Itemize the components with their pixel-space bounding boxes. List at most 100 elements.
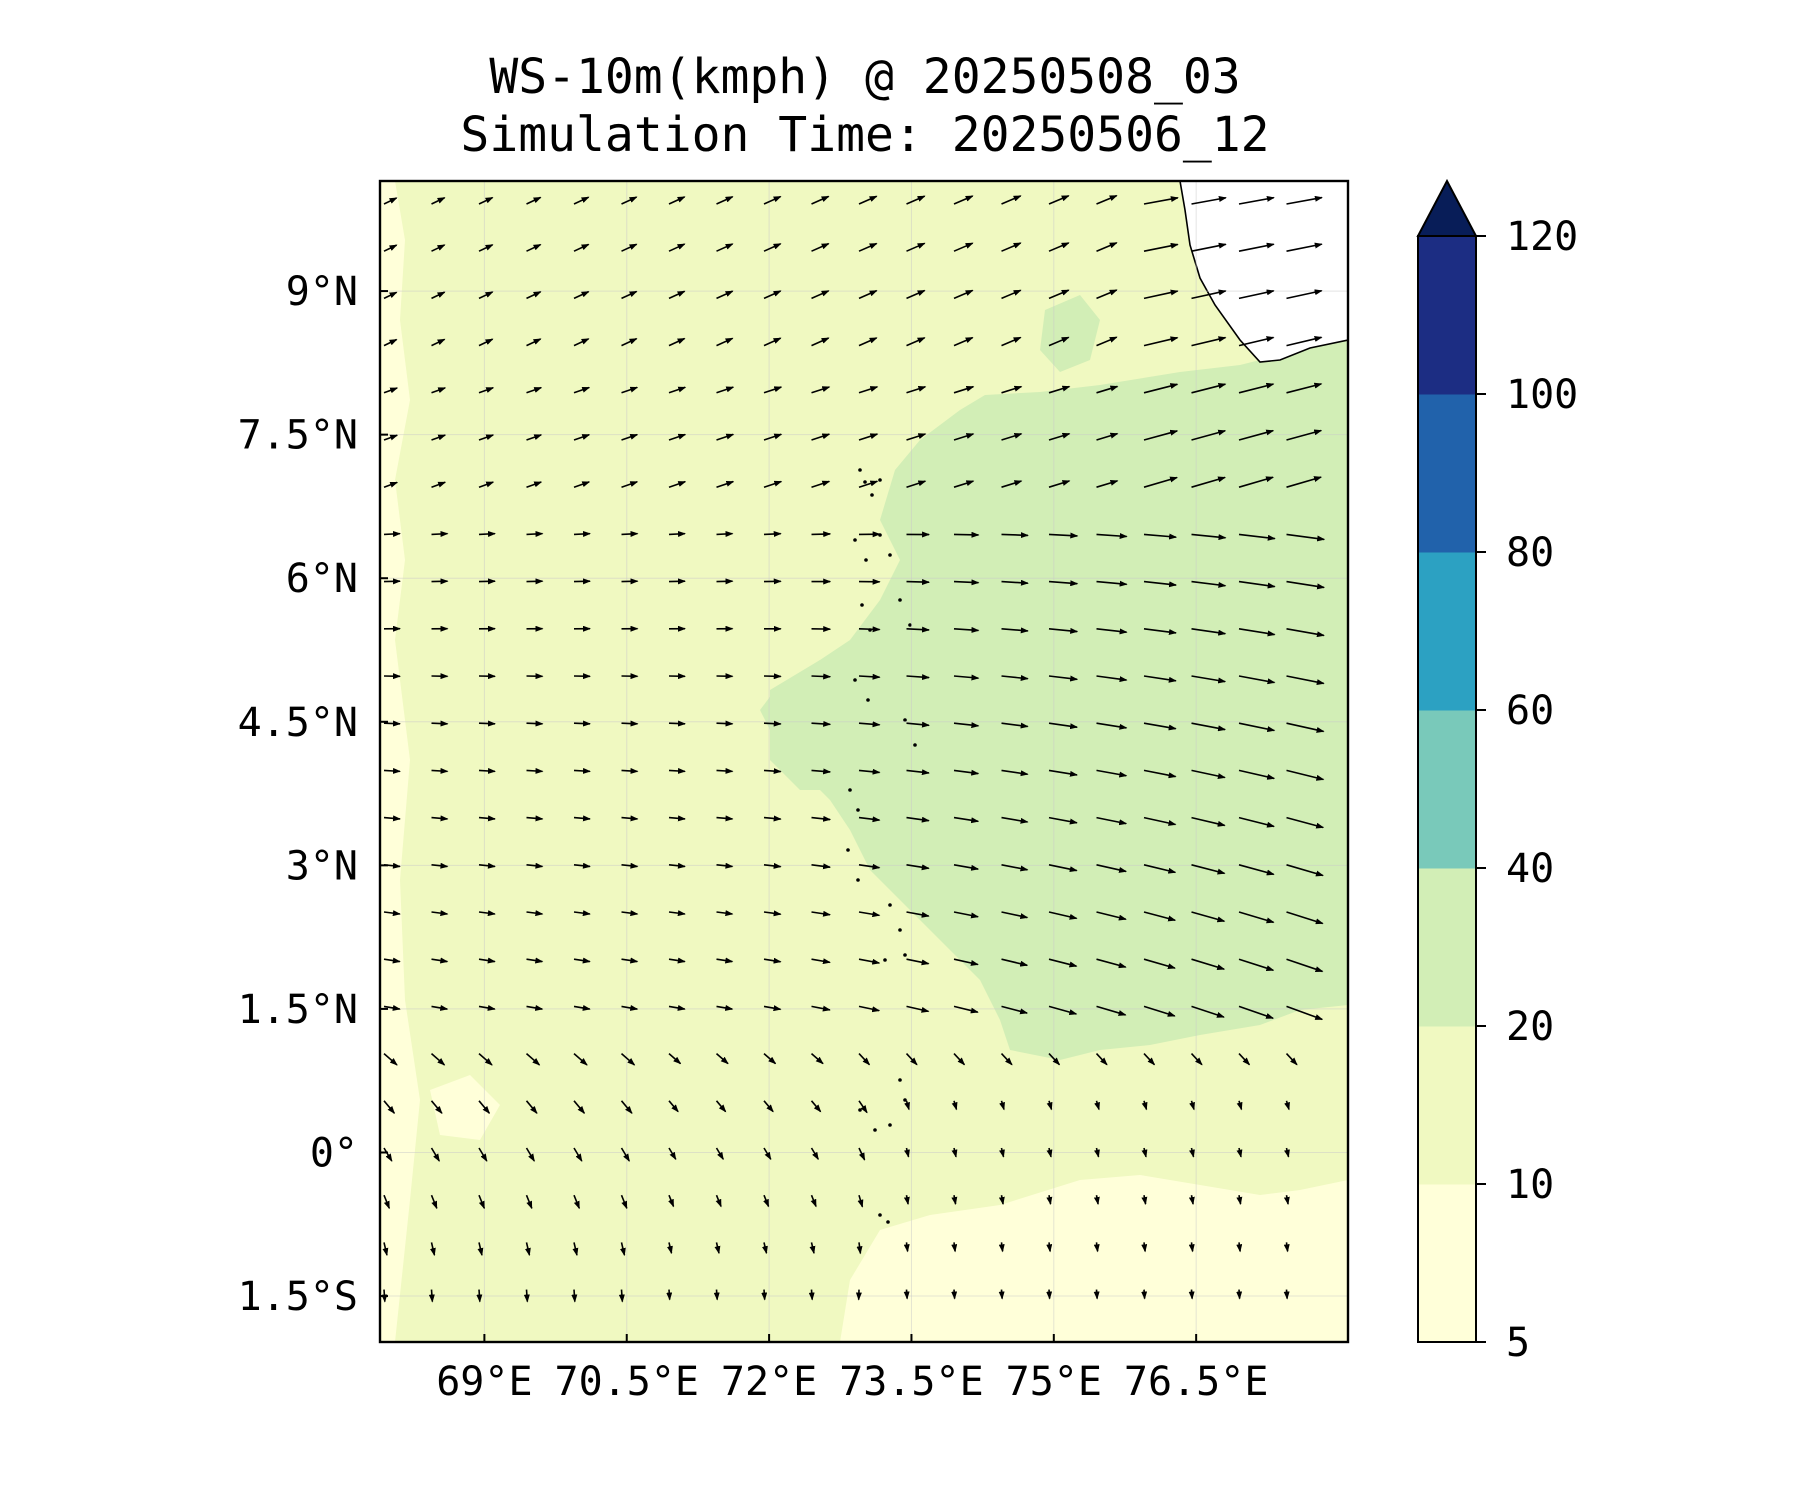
wind-arrow (668, 1194, 675, 1208)
wind-arrow (668, 290, 686, 300)
wind-arrow (811, 195, 830, 205)
wind-arrow (1191, 628, 1227, 636)
wind-arrow (478, 910, 496, 917)
wind-arrow (716, 815, 734, 822)
wind-arrow (811, 1005, 831, 1012)
wind-arrow (1001, 722, 1029, 729)
wind-arrow (478, 481, 495, 488)
wind-arrow (383, 338, 398, 347)
wind-arrow (716, 195, 734, 205)
wind-arrow (1236, 1147, 1243, 1158)
wind-arrow (1141, 1195, 1148, 1206)
wind-arrow (1286, 580, 1326, 590)
wind-arrow (1001, 911, 1029, 920)
field-region-20-40-north (1040, 295, 1100, 372)
wind-arrow (1238, 382, 1275, 394)
wind-arrow (1141, 1100, 1148, 1111)
wind-arrow (430, 1194, 438, 1210)
wind-arrow (808, 1289, 815, 1301)
wind-arrow (1286, 816, 1325, 829)
wind-arrow (621, 815, 639, 822)
wind-arrow (811, 910, 831, 917)
wind-arrow (715, 1194, 722, 1208)
wind-arrow (1236, 1242, 1243, 1253)
wind-arrow (1191, 816, 1226, 827)
wind-arrow (716, 910, 734, 917)
colorbar-segment (1418, 1184, 1476, 1343)
wind-arrow (573, 530, 591, 537)
wind-arrow (668, 433, 687, 441)
wind-arrow (431, 862, 449, 869)
wind-arrow (1048, 627, 1079, 634)
wind-arrow (763, 768, 782, 775)
wind-arrow (1096, 816, 1128, 826)
wind-arrow (1191, 196, 1227, 205)
wind-arrow (1001, 816, 1029, 824)
wind-arrow (383, 1004, 401, 1011)
wind-arrow (905, 1053, 918, 1066)
plot-frame (378, 179, 1350, 1344)
wind-arrow (1048, 480, 1071, 488)
wind-arrow (810, 1147, 819, 1161)
wind-arrow (953, 674, 980, 681)
title-line-1: WS-10m(kmph) @ 20250508_03 (489, 49, 1241, 105)
wind-arrow (951, 1195, 958, 1206)
wind-arrow (668, 957, 686, 964)
lon-tick-label: 75°E (1006, 1359, 1102, 1405)
wind-arrow (430, 1052, 446, 1066)
wind-arrow (668, 1052, 682, 1065)
wind-arrow (431, 767, 449, 774)
wind-arrow (1093, 1289, 1100, 1300)
wind-arrow (953, 722, 980, 729)
wind-arrow (858, 195, 878, 205)
wind-arrow (998, 1242, 1005, 1253)
wind-arrow (620, 1052, 636, 1066)
wind-arrow (478, 196, 494, 205)
wind-arrow (477, 1242, 484, 1257)
lat-tick-label: 6°N (286, 556, 358, 602)
wind-arrow (525, 1052, 541, 1066)
wind-arrow (716, 480, 735, 488)
map-title: WS-10m(kmph) @ 20250508_03 Simulation Ti… (0, 48, 1730, 164)
wind-arrow (763, 480, 783, 488)
wind-arrow (478, 1194, 486, 1210)
wind-arrow (1048, 911, 1078, 920)
wind-arrow (953, 480, 975, 488)
longitude-axis: 69°E 70.5°E 72°E 73.5°E 75°E 76.5°E (436, 1334, 1268, 1405)
wind-arrow (621, 243, 638, 252)
field-region-20-40-west (770, 660, 860, 790)
wind-arrow (857, 1194, 864, 1208)
colorbar-label: 120 (1506, 214, 1578, 260)
wind-arrow (715, 1052, 729, 1065)
wind-arrow (1236, 1289, 1243, 1300)
lon-tick-label: 72°E (721, 1359, 817, 1405)
wind-arrow (1191, 382, 1227, 394)
wind-arrow (858, 1147, 866, 1161)
wind-arrow (526, 862, 544, 869)
wind-arrow (1286, 864, 1324, 877)
wind-arrow (526, 386, 543, 394)
wind-arrow (1236, 1195, 1243, 1206)
wind-arrow (478, 530, 496, 537)
wind-arrow (1001, 958, 1029, 967)
wind-arrow (716, 720, 734, 727)
colorbar-segment (1418, 552, 1476, 711)
wind-arrow (478, 291, 494, 300)
wind-arrow (1191, 722, 1227, 732)
wind-arrow (1094, 1100, 1100, 1111)
wind-arrow (1286, 722, 1325, 733)
wind-arrow (383, 197, 398, 205)
wind-arrow (1096, 1005, 1127, 1016)
wind-arrow (526, 957, 544, 964)
wind-arrow (526, 530, 544, 537)
wind-arrow (858, 958, 881, 965)
wind-arrow (953, 433, 975, 441)
wind-arrow (1096, 722, 1128, 730)
wind-arrow (763, 290, 782, 300)
wind-arrow (906, 721, 930, 728)
wind-arrow (953, 1053, 966, 1066)
wind-arrow (428, 1289, 435, 1303)
wind-arrow (1286, 911, 1324, 925)
wind-arrow (1001, 579, 1029, 586)
wind-arrow (856, 1242, 863, 1255)
